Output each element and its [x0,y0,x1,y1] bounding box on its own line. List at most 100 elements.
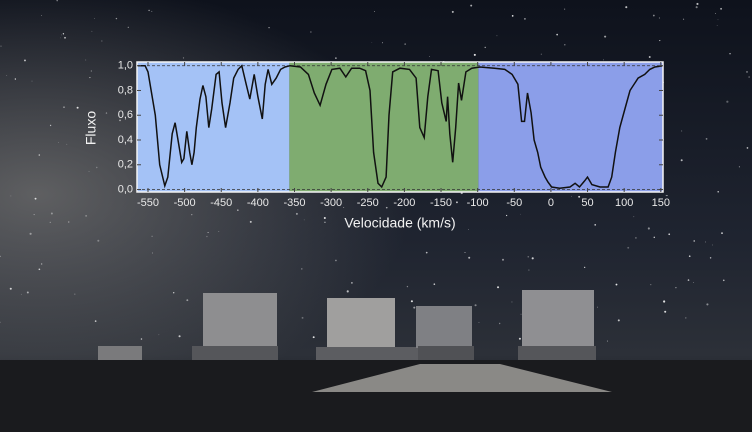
star [74,293,76,295]
star [715,13,716,14]
star [687,279,690,281]
star [88,170,90,172]
star [335,57,337,59]
star [738,166,740,168]
star [468,229,469,230]
star [696,2,699,6]
star [518,337,521,340]
y-tick-label: 0,2 [118,159,133,171]
star [633,216,635,218]
star [519,213,521,215]
star [63,106,65,108]
star [666,194,668,197]
star [729,52,731,55]
star [115,17,118,20]
star [61,34,62,36]
star [33,214,35,216]
ground [0,360,752,432]
star [237,209,239,211]
star [0,255,1,257]
star [96,166,98,169]
x-tick-label: -500 [174,197,196,209]
star [324,221,326,223]
star [64,36,66,39]
star [578,195,581,198]
star [668,233,671,236]
star [29,232,32,235]
y-tick-label: 0,8 [118,84,133,96]
star [748,76,750,78]
x-tick-label: -350 [283,197,305,209]
band [137,62,290,192]
y-tick-label: 0,0 [118,183,133,195]
star [705,241,707,243]
star [186,299,189,302]
star [38,154,41,156]
star [540,53,542,55]
star [371,42,373,44]
telescopes [98,290,596,360]
star [564,44,566,46]
telescope-4 [522,290,594,348]
star [584,266,586,269]
band [289,62,479,192]
star [425,225,428,228]
star [89,76,91,79]
star [49,221,51,224]
star [721,232,723,235]
plot-frame [136,61,664,193]
star [627,246,630,249]
star [531,257,534,260]
band [478,62,663,192]
x-tick-label: -550 [137,197,159,209]
y-tick-label: 1,0 [118,60,133,72]
star [496,286,500,289]
star [0,45,2,47]
star [385,206,388,209]
star [0,321,1,323]
x-tick-label: 0 [548,197,554,209]
star [647,227,650,230]
y-tick-label: 0,4 [118,134,133,146]
star [468,256,471,259]
star [447,220,449,221]
star [711,244,713,246]
star [310,31,312,33]
star [40,15,42,16]
star [97,239,100,242]
star [31,80,33,82]
x-tick-label: -300 [320,197,342,209]
star [6,75,8,76]
star [301,268,303,270]
y-tick-label: 0,6 [118,109,133,121]
star [680,130,683,132]
star [617,319,620,322]
star [76,106,79,109]
star [410,300,413,303]
star [625,6,628,9]
x-tick-label: -200 [393,197,415,209]
star [406,285,409,288]
star [178,335,181,338]
star [90,70,93,72]
star [665,195,667,197]
star [346,290,349,293]
star [433,283,436,285]
star [34,197,37,200]
star [20,293,22,295]
star [91,30,93,32]
star [717,190,719,193]
x-tick-label: 150 [652,197,670,209]
star [505,214,508,217]
star [564,8,566,10]
star [722,279,725,282]
star [709,257,712,259]
star [10,195,12,197]
star [556,33,558,36]
x-tick-label: -150 [430,197,452,209]
star [206,235,208,238]
star [38,268,41,271]
star [658,17,660,19]
star [66,143,68,145]
star [685,317,687,319]
